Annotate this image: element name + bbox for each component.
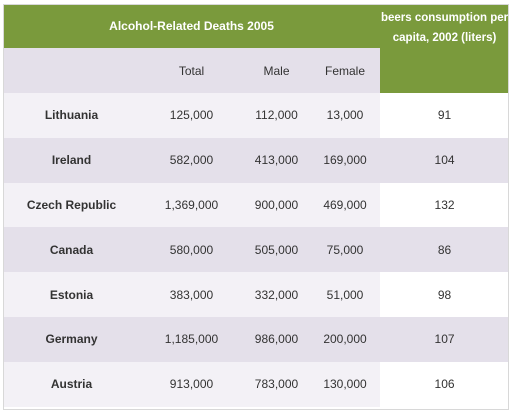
cell-female: 130,000 [310, 361, 381, 407]
cell-female: 469,000 [310, 182, 381, 228]
cell-beer: 106 [380, 361, 510, 407]
table-row: Canada 580,000 505,000 75,000 86 [3, 227, 510, 273]
cell-total: 580,000 [140, 227, 243, 273]
cell-total: 1,369,000 [140, 182, 243, 228]
data-table-container: Alcohol-Related Deaths 2005 beers consum… [3, 4, 510, 410]
cell-total: 1,185,000 [140, 316, 243, 362]
cell-male: 986,000 [243, 316, 310, 362]
cell-country: Canada [3, 227, 140, 273]
table-body: Lithuania 125,000 112,000 13,000 91 Ireland 58… [3, 93, 510, 407]
cell-male: 332,000 [243, 272, 310, 317]
table-row: Germany 1,185,000 986,000 200,000 107 [3, 316, 510, 362]
cell-beer: 91 [380, 93, 510, 138]
beer-consumption-header: beers consumption per capita, 2002 (lite… [380, 4, 510, 93]
alcohol-deaths-table: Alcohol-Related Deaths 2005 beers consum… [3, 4, 510, 407]
cell-beer: 104 [380, 137, 510, 183]
cell-country: Germany [3, 316, 140, 362]
cell-total: 125,000 [140, 93, 243, 138]
cell-country: Austria [3, 361, 140, 407]
cell-country: Lithuania [3, 93, 140, 138]
cell-country: Estonia [3, 272, 140, 317]
cell-male: 783,000 [243, 361, 310, 407]
cell-country: Czech Republic [3, 182, 140, 228]
cell-female: 75,000 [310, 227, 381, 273]
cell-beer: 107 [380, 316, 510, 362]
cell-female: 169,000 [310, 137, 381, 183]
table-row: Ireland 582,000 413,000 169,000 104 [3, 137, 510, 183]
table-row: Austria 913,000 783,000 130,000 106 [3, 361, 510, 407]
cell-female: 51,000 [310, 272, 381, 317]
cell-beer: 132 [380, 182, 510, 228]
cell-male: 505,000 [243, 227, 310, 273]
cell-beer: 86 [380, 227, 510, 273]
cell-total: 582,000 [140, 137, 243, 183]
column-header-female: Female [310, 48, 381, 93]
cell-total: 913,000 [140, 361, 243, 407]
cell-country: Ireland [3, 137, 140, 183]
column-header-male: Male [243, 48, 310, 93]
table-row: Czech Republic 1,369,000 900,000 469,000 132 [3, 182, 510, 228]
table-row: Estonia 383,000 332,000 51,000 98 [3, 272, 510, 317]
cell-beer: 98 [380, 272, 510, 317]
cell-male: 112,000 [243, 93, 310, 138]
cell-total: 383,000 [140, 272, 243, 317]
cell-male: 413,000 [243, 137, 310, 183]
table-row: Lithuania 125,000 112,000 13,000 91 [3, 93, 510, 138]
cell-female: 200,000 [310, 316, 381, 362]
cell-female: 13,000 [310, 93, 381, 138]
column-header-total: Total [140, 48, 243, 93]
table-title: Alcohol-Related Deaths 2005 [3, 4, 381, 48]
cell-male: 900,000 [243, 182, 310, 228]
column-header-country [3, 48, 140, 93]
